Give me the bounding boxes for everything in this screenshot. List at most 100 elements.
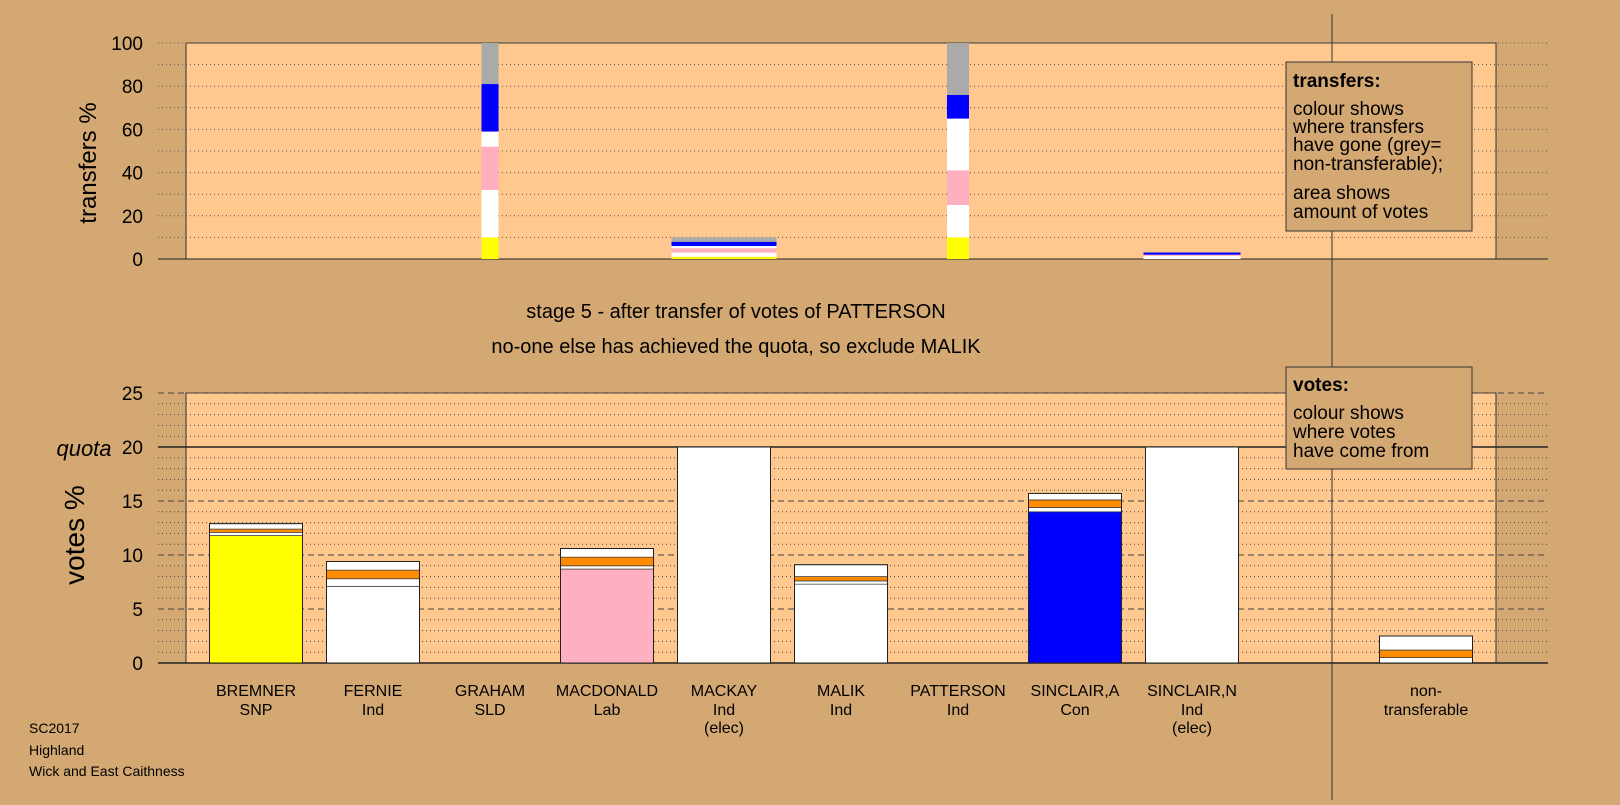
candidate-party-label: SLD	[474, 702, 505, 719]
votes-y-tick-label: 25	[122, 384, 143, 405]
vote-bar-outline	[326, 560, 420, 664]
vote-bar-outline	[794, 564, 888, 664]
transfers-y-ticks: 0 20 40 60 80 100	[111, 34, 143, 271]
candidate-party-label: Ind	[947, 702, 969, 719]
candidate-name-label: MALIK	[817, 683, 865, 700]
vote-segment	[1028, 499, 1122, 508]
transfers-y-tick-label: 60	[122, 120, 143, 141]
votes-y-tick-label: 20	[122, 438, 143, 459]
vote-bar-outline	[677, 446, 771, 664]
candidate-status-label: (elec)	[1172, 720, 1212, 737]
transfer-segment	[947, 43, 969, 95]
transfer-segment	[481, 84, 499, 132]
candidate-party-label: Lab	[594, 702, 621, 719]
votes-bars	[209, 446, 1473, 664]
transfers-y-tick-label: 80	[122, 77, 143, 98]
candidate-name-label: SINCLAIR,N	[1147, 683, 1237, 700]
transfer-segment	[947, 94, 969, 119]
votes-y-axis-label: votes %	[59, 485, 90, 585]
vote-segment	[794, 580, 888, 585]
transfer-segment	[671, 248, 777, 253]
transfers-y-axis-label: transfers %	[75, 102, 102, 223]
transfers-legend-line: where transfers	[1292, 117, 1424, 138]
transfers-y-tick-label: 40	[122, 164, 143, 185]
vote-segment	[794, 583, 888, 664]
transfers-legend-box	[1285, 61, 1473, 232]
transfer-segment	[481, 237, 499, 259]
votes-plot: 0 5 10 15 20 25 BREMNER SNP FERNIE Ind GRAHAM SLD M…	[56, 384, 1548, 737]
votes-legend: votes: colour shows where votes have com…	[1285, 366, 1473, 470]
candidate-party-label: SNP	[240, 702, 273, 719]
vote-bar-outline	[1379, 635, 1473, 664]
votes-legend-line: colour shows	[1293, 403, 1404, 424]
candidate-name-label: GRAHAM	[455, 683, 525, 700]
transfer-segment	[1143, 254, 1241, 256]
transfers-legend: transfers: colour shows where transfers …	[1285, 61, 1473, 232]
transfer-segment	[481, 131, 499, 147]
candidate-name-label: MACKAY	[691, 683, 758, 700]
candidate-name-label: FERNIE	[344, 683, 403, 700]
candidate-party-label: Ind	[362, 702, 384, 719]
transfers-legend-line: colour shows	[1293, 99, 1404, 120]
vote-segment	[560, 548, 654, 558]
footer-ward: Wick and East Caithness	[29, 763, 185, 779]
candidate-party-label: Ind	[713, 702, 735, 719]
transfers-bars	[481, 43, 1241, 259]
vote-segment	[560, 568, 654, 664]
transfers-y-tick-label: 0	[132, 250, 143, 271]
votes-legend-line: have come from	[1293, 441, 1429, 462]
transfer-segment	[671, 246, 777, 249]
transfers-legend-line: amount of votes	[1293, 202, 1428, 223]
votes-y-tick-label: 15	[122, 492, 143, 513]
transfers-legend-line: non-transferable);	[1293, 154, 1443, 175]
vote-segment	[794, 564, 888, 577]
quota-label: quota	[56, 436, 111, 461]
transfers-legend-line: have gone (grey=	[1293, 135, 1441, 156]
transfers-legend-line: area shows	[1293, 183, 1390, 204]
candidate-status-label: (elec)	[704, 720, 744, 737]
votes-legend-line: where votes	[1292, 422, 1395, 443]
candidate-name-label: PATTERSON	[910, 683, 1005, 700]
vote-segment	[209, 523, 303, 530]
transfers-y-tick-label: 100	[111, 34, 143, 55]
transfers-gridlines	[158, 42, 1548, 260]
vote-segment	[1028, 493, 1122, 501]
vote-segment	[560, 565, 654, 570]
footer-council: Highland	[29, 742, 84, 758]
votes-category-labels: BREMNER SNP FERNIE Ind GRAHAM SLD MACDONALD Lab…	[216, 683, 1468, 737]
candidate-party-label: Con	[1060, 702, 1089, 719]
transfer-segment	[671, 252, 777, 257]
vote-segment	[209, 531, 303, 536]
vote-bar-outline	[560, 548, 654, 664]
votes-y-tick-label: 0	[132, 654, 143, 675]
candidate-name-label: MACDONALD	[556, 683, 658, 700]
footer-election: SC2017	[29, 720, 80, 736]
transfer-segment	[1143, 255, 1241, 259]
vote-bar-outline	[209, 523, 303, 664]
votes-y-tick-label: 5	[132, 600, 143, 621]
transfer-segment	[481, 43, 499, 85]
transfers-y-tick-label: 20	[122, 207, 143, 228]
vote-segment	[1028, 507, 1122, 513]
vote-segment	[794, 576, 888, 582]
vote-segment	[326, 585, 420, 664]
candidate-name-label: SINCLAIR,A	[1031, 683, 1120, 700]
transfer-segment	[1143, 252, 1241, 255]
vote-segment	[209, 535, 303, 664]
vote-bar-outline	[1145, 446, 1239, 664]
votes-y-tick-label: 10	[122, 546, 143, 567]
vote-segment	[326, 561, 420, 571]
transfer-segment	[947, 170, 969, 205]
vote-segment	[560, 556, 654, 567]
transfer-segment	[947, 237, 969, 259]
vote-segment	[1028, 511, 1122, 664]
vote-segment	[677, 446, 771, 664]
transfers-legend-title: transfers:	[1293, 71, 1381, 92]
candidate-name-label: non-	[1410, 683, 1442, 700]
votes-y-ticks: 0 5 10 15 20 25	[122, 384, 143, 675]
transfers-plot: 0 20 40 60 80 100 transfers %	[75, 34, 1548, 271]
votes-legend-title: votes:	[1293, 375, 1349, 396]
transfer-segment	[481, 189, 499, 238]
vote-segment	[326, 569, 420, 580]
